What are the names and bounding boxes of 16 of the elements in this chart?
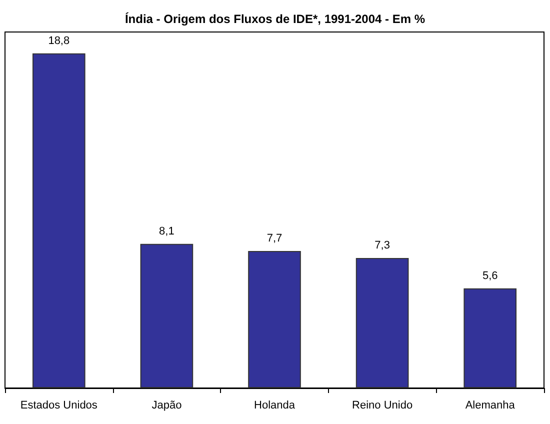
bar xyxy=(140,244,194,388)
bar xyxy=(464,288,517,388)
chart-title: Índia - Origem dos Fluxos de IDE*, 1991-2004 - Em % xyxy=(124,12,426,26)
x-tick-label: Holanda xyxy=(254,400,296,412)
data-label: 7,3 xyxy=(374,240,390,252)
x-tick-label: Estados Unidos xyxy=(20,400,98,412)
data-label: 5,6 xyxy=(482,270,498,282)
x-tick-label: Japão xyxy=(152,400,182,412)
bar xyxy=(248,250,301,388)
data-label: 18,8 xyxy=(48,34,70,47)
x-tick-label: Alemanha xyxy=(465,400,516,412)
bar xyxy=(356,258,409,388)
bar xyxy=(32,53,86,388)
data-label: 7,7 xyxy=(266,232,282,244)
x-tick-label: Reino Unido xyxy=(352,400,413,412)
data-label: 8,1 xyxy=(159,225,174,238)
